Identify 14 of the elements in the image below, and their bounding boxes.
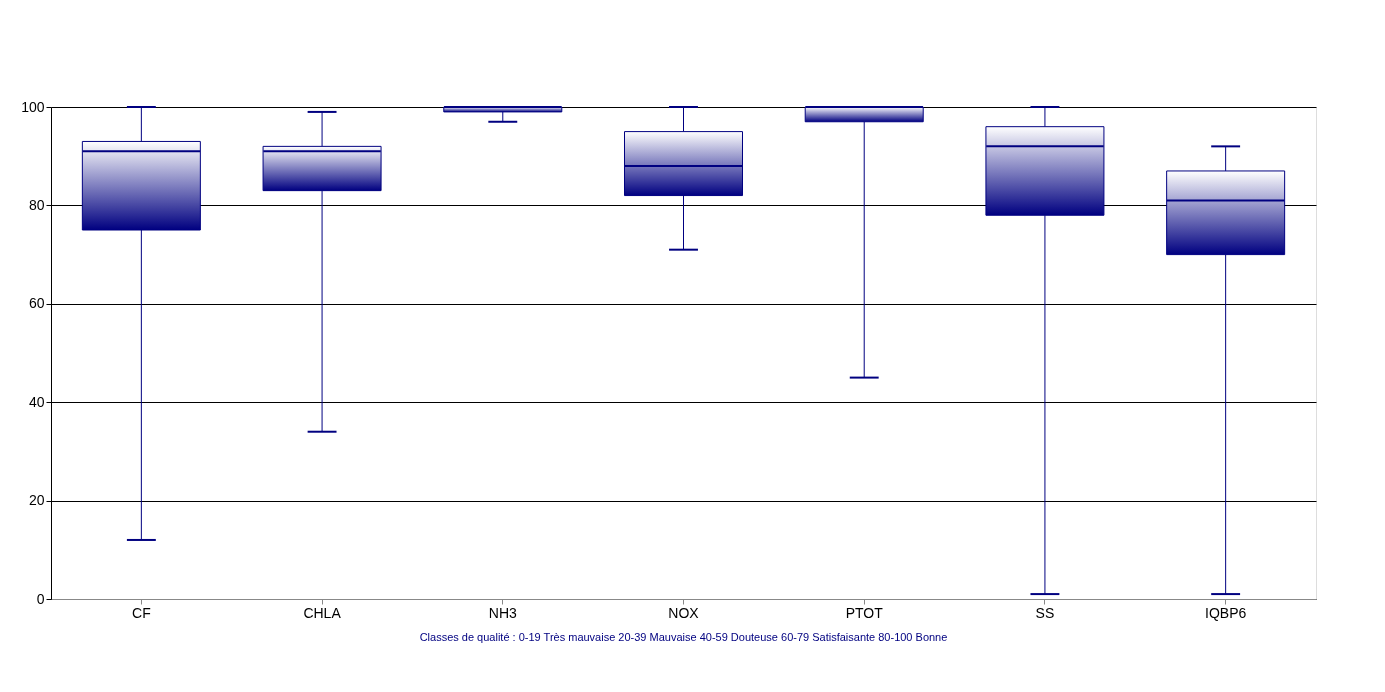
x-tick-label: CHLA bbox=[303, 604, 342, 621]
x-tick-label: NH3 bbox=[488, 604, 517, 621]
y-tick-label: 80 bbox=[28, 196, 45, 213]
y-tick-label: 0 bbox=[36, 590, 45, 607]
x-tick-label: NOX bbox=[668, 604, 700, 621]
x-tick-label: IQBP6 bbox=[1205, 604, 1247, 621]
y-tick-label: 40 bbox=[28, 393, 45, 410]
y-tick-label: 100 bbox=[21, 98, 45, 115]
x-tick-label: CF bbox=[132, 604, 151, 621]
y-tick-label: 60 bbox=[28, 295, 45, 312]
text: Classes de qualité : 0-19 Très mauvaise 20-39 Mauvaise 40-59 Douteuse 60-79 Satisfaisante 80-100 Bonne bbox=[419, 631, 948, 643]
y-tick-label: 20 bbox=[28, 492, 45, 509]
x-tick-label: SS bbox=[1035, 604, 1055, 621]
x-tick-label: PTOT bbox=[845, 604, 884, 621]
